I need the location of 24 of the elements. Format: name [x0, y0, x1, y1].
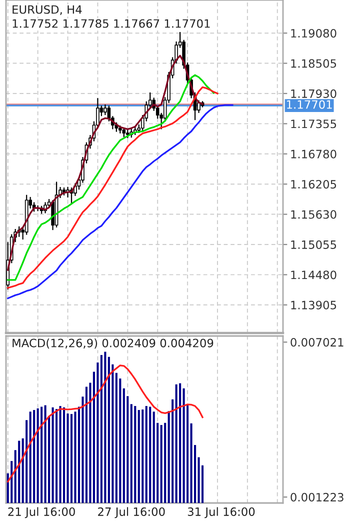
x-tick-label: 31 Jul 16:00 [188, 507, 255, 518]
candlestick [74, 182, 77, 196]
y-tick-label: 1.17930 [291, 89, 336, 98]
y-tick-label: 1.16205 [291, 180, 336, 189]
line-series [7, 364, 204, 482]
candlestick [104, 104, 107, 116]
text: 1.17752 1.17785 1.17667 1.17701 [12, 19, 210, 28]
line-series [7, 104, 234, 300]
x-tick-label: 21 Jul 16:00 [8, 507, 75, 518]
y-tick-label: 1.16780 [291, 150, 336, 158]
y-tick-label: 1.14480 [291, 270, 336, 280]
y-tick-label: 1.19080 [291, 28, 336, 38]
ref-line-label: 1.17701 [287, 100, 332, 109]
y-tick-label: 1.18505 [291, 59, 336, 68]
y-tick-label: 1.17355 [291, 120, 336, 128]
y-tick-label: 0.007021 [290, 338, 344, 347]
y-tick-label: 1.15055 [291, 240, 336, 249]
y-tick-label: 1.13905 [291, 300, 336, 310]
y-tick-label: 0.001223 [290, 492, 344, 502]
x-tick-label: 27 Jul 16:00 [98, 507, 165, 518]
chart-title: MACD(12,26,9) 0.002409 0.004209 [12, 338, 214, 349]
chart-title: EURUSD, H4 [12, 5, 82, 15]
candlestick [122, 127, 126, 138]
y-tick-label: 1.15630 [291, 210, 336, 219]
